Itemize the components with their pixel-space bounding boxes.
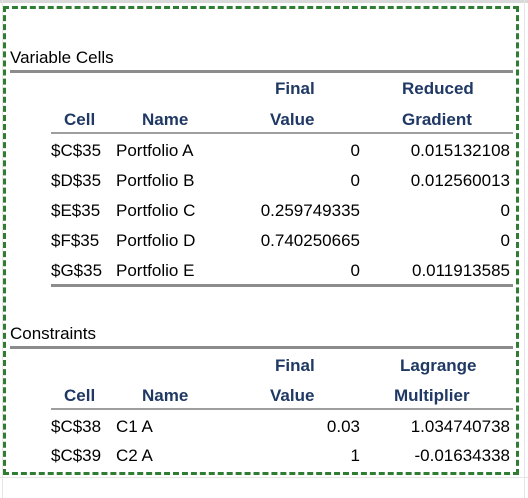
final-value: 0.03 (326, 417, 360, 436)
cell-address: $G$35 (51, 261, 103, 280)
cell-name: C2 A (116, 446, 153, 465)
cell-name: Portfolio E (116, 261, 195, 280)
cell-name: Portfolio C (116, 201, 196, 220)
cell-name: Portfolio D (116, 231, 196, 250)
header-name: Name (142, 386, 189, 405)
section-rule (10, 346, 513, 349)
header-reduced-gradient-line1: Reduced (402, 79, 474, 98)
reduced-gradient: 0.012560013 (410, 171, 510, 190)
reduced-gradient: 0.011913585 (411, 261, 510, 280)
gridline-top (0, 0, 528, 3)
lagrange-multiplier: -0.01634338 (414, 446, 510, 465)
header-rule (51, 132, 513, 134)
header-cell: Cell (64, 110, 96, 129)
header-final-value-line1: Final (275, 79, 315, 98)
section-rule (10, 70, 513, 73)
cell-name: Portfolio A (116, 141, 194, 160)
section-title: Variable Cells (10, 48, 114, 67)
header-final-value-line2: Value (270, 110, 315, 129)
header-lagrange-multiplier-line2: Multiplier (394, 386, 470, 405)
reduced-gradient: 0 (500, 231, 510, 250)
cell-address: $C$38 (51, 417, 102, 436)
final-value: 0 (350, 171, 360, 190)
final-value: 0 (350, 261, 360, 280)
gridline-left (2, 0, 3, 498)
cell-address: $E$35 (51, 201, 101, 220)
copy-selection-marquee (3, 6, 519, 475)
cell-address: $C$39 (51, 446, 102, 465)
header-reduced-gradient-line2: Gradient (402, 110, 472, 129)
header-final-value-line2: Value (270, 386, 315, 405)
header-cell: Cell (64, 386, 96, 405)
gridline-right (524, 0, 525, 498)
cell-address: $F$35 (51, 231, 100, 250)
final-value: 1 (350, 446, 360, 465)
cell-address: $D$35 (51, 171, 102, 190)
header-lagrange-multiplier-line1: Lagrange (400, 356, 477, 375)
header-final-value-line1: Final (275, 356, 315, 375)
lagrange-multiplier: 1.034740738 (410, 417, 510, 436)
table-bottom-rule (51, 284, 513, 287)
final-value: 0 (350, 141, 360, 160)
header-name: Name (142, 110, 189, 129)
cell-name: C1 A (116, 417, 153, 436)
cell-name: Portfolio B (116, 171, 195, 190)
gridline-bottom (0, 477, 528, 478)
reduced-gradient: 0 (500, 201, 510, 220)
section-title: Constraints (10, 324, 96, 343)
reduced-gradient: 0.015132108 (410, 141, 510, 160)
cell-address: $C$35 (51, 141, 102, 160)
header-rule (51, 408, 513, 410)
final-value: 0.740250665 (260, 231, 360, 250)
final-value: 0.259749335 (260, 201, 360, 220)
